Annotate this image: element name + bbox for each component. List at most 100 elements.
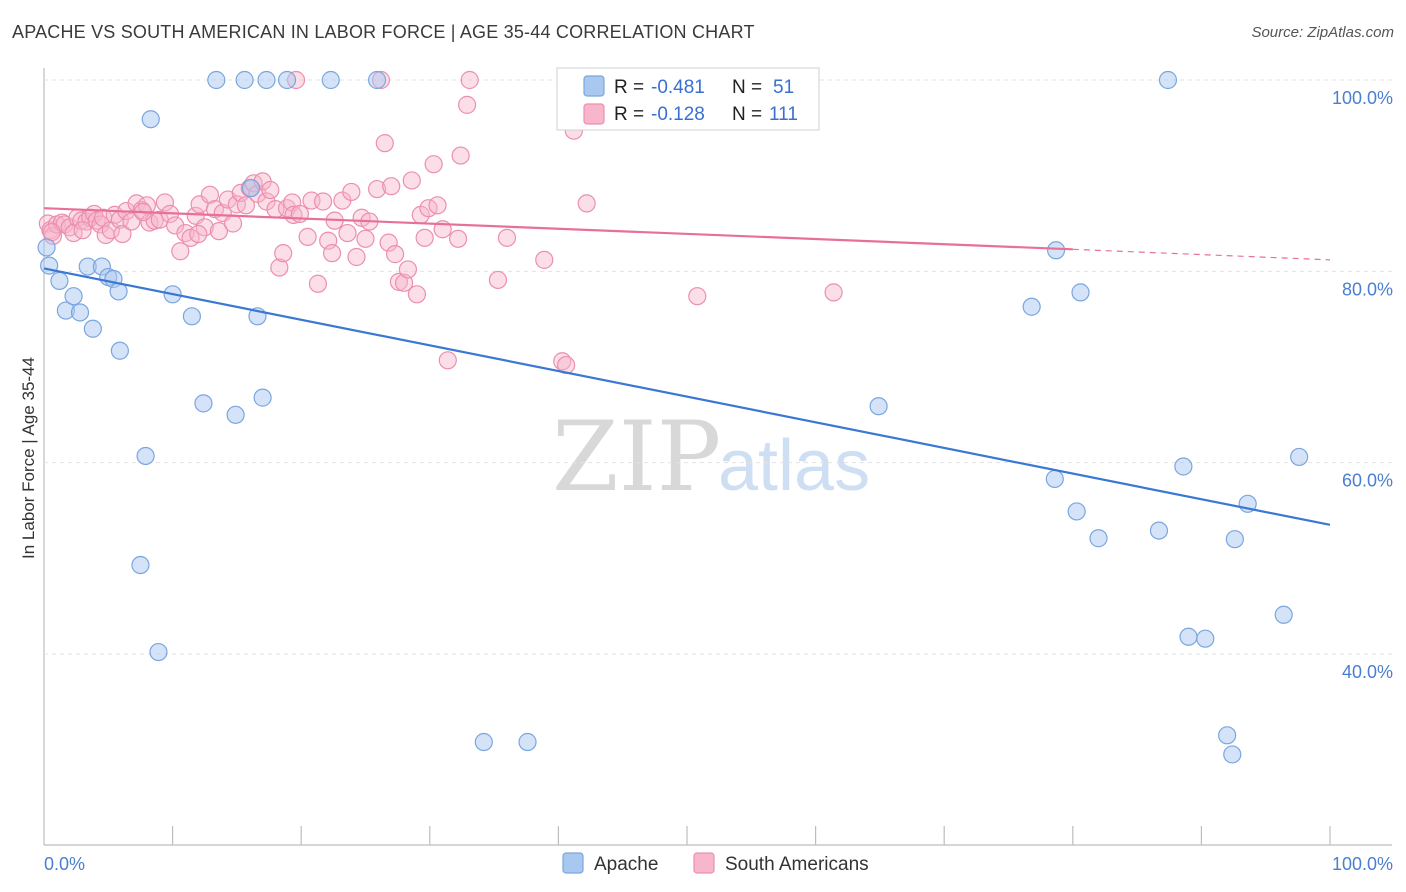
south-americans-point: [389, 272, 409, 291]
legend-n-value-apache: 51: [773, 77, 794, 98]
south-americans-point: [342, 182, 361, 202]
south-americans-point: [356, 229, 375, 248]
south-americans-point: [394, 273, 414, 292]
south-americans-point: [308, 274, 328, 293]
south-americans-point: [424, 155, 443, 174]
apache-point: [37, 238, 56, 257]
apache-point: [1149, 521, 1169, 540]
chart-title: APACHE VS SOUTH AMERICAN IN LABOR FORCE …: [12, 22, 755, 42]
south-americans-point: [338, 223, 357, 243]
south-americans-point: [375, 134, 394, 153]
south-americans-point: [236, 196, 256, 215]
legend-r-value-south: -0.128: [651, 104, 705, 125]
apache-point: [1274, 605, 1293, 624]
south-americans-point: [497, 228, 517, 247]
south-americans-point: [577, 194, 596, 213]
south-americans-point: [460, 70, 479, 90]
south-americans-point: [824, 283, 843, 302]
south-americans-point: [171, 242, 190, 261]
south-americans-point: [274, 244, 293, 263]
apache-point: [321, 70, 340, 90]
apache-point: [277, 70, 297, 90]
apache-point: [1290, 447, 1309, 467]
south-americans-point: [407, 285, 427, 304]
apache-point: [869, 397, 888, 416]
south-americans-point: [155, 193, 174, 212]
x-tick-labels: 0.0% 100.0%: [44, 854, 1393, 874]
south-americans-point: [535, 250, 554, 269]
legend-r-label-apache: R =: [614, 77, 644, 98]
apache-point: [83, 319, 102, 338]
south-americans-point: [415, 228, 434, 247]
south-americans-point: [195, 218, 214, 237]
south-americans-point: [428, 196, 447, 215]
apache-trend-line: [43, 267, 1331, 526]
apache-point: [1196, 629, 1215, 648]
apache-point: [1218, 726, 1237, 745]
apache-point: [1174, 457, 1193, 476]
apache-point: [1067, 502, 1086, 521]
apache-point: [1045, 469, 1064, 489]
legend-r-value-apache: -0.481: [651, 77, 705, 98]
south-americans-point: [209, 222, 228, 241]
gridlines: [44, 79, 1392, 655]
y-tick-label: 40.0%: [1342, 662, 1393, 682]
south-americans-point: [488, 270, 508, 290]
apache-point: [182, 307, 201, 326]
apache-point: [207, 70, 226, 90]
south-americans-point: [347, 247, 366, 267]
series-legend: Apache South Americans: [562, 852, 869, 875]
watermark-zip: ZIP: [552, 401, 721, 513]
south-americans-point: [402, 171, 421, 190]
south-americans-point: [290, 204, 310, 224]
apache-point: [367, 70, 387, 90]
apache-point: [518, 732, 537, 752]
y-tick-label: 60.0%: [1342, 471, 1393, 491]
south-americans-point: [73, 221, 92, 240]
apache-point: [253, 388, 272, 407]
x-tick-marks: [172, 826, 1331, 845]
apache-point: [1046, 241, 1066, 260]
apache-point: [1022, 297, 1041, 316]
watermark-atlas: atlas: [718, 426, 870, 506]
bottom-legend-south-swatch: [693, 852, 715, 874]
south-americans-point: [451, 146, 470, 165]
apache-point: [136, 446, 155, 466]
south-americans-point: [261, 180, 280, 200]
apache-point: [131, 555, 150, 575]
legend-south-swatch: [583, 103, 605, 125]
south-americans-point: [42, 223, 61, 242]
south-americans-point: [189, 224, 208, 244]
bottom-legend-south-label: South Americans: [725, 854, 869, 875]
apache-point: [64, 287, 83, 306]
source-credit: Source: ZipAtlas.com: [1251, 24, 1394, 41]
south-americans-point: [379, 233, 398, 252]
south-americans-point: [398, 260, 418, 279]
south-americans-point: [113, 224, 132, 244]
x-tick-label: 0.0%: [44, 854, 85, 874]
south-americans-point: [448, 229, 468, 248]
south-americans-point: [457, 95, 477, 114]
south-americans-point: [101, 221, 120, 240]
legend-r-label-south: R =: [614, 104, 644, 125]
apache-point: [1071, 283, 1090, 302]
south-americans-point: [270, 258, 289, 277]
y-axis-label: In Labor Force | Age 35-44: [19, 357, 38, 559]
south-americans-point: [367, 179, 387, 199]
south-americans-point: [166, 216, 185, 235]
y-tick-label: 80.0%: [1342, 279, 1393, 299]
south-americans-point: [688, 287, 707, 306]
bottom-legend-apache-label: Apache: [594, 854, 658, 875]
stats-legend: R = -0.481 N = 51 R = -0.128 N = 111: [556, 67, 820, 131]
apache-point: [241, 179, 261, 198]
south-americans-point: [385, 245, 405, 264]
apache-point: [257, 70, 276, 90]
south-americans-point: [382, 177, 401, 196]
x-tick-label: 100.0%: [1332, 854, 1393, 874]
apache-point: [474, 732, 493, 752]
apache-point: [1089, 529, 1108, 548]
y-tick-label: 100.0%: [1332, 88, 1393, 108]
apache-points: [37, 70, 1309, 764]
apache-point: [50, 271, 69, 290]
apache-point: [110, 341, 129, 360]
